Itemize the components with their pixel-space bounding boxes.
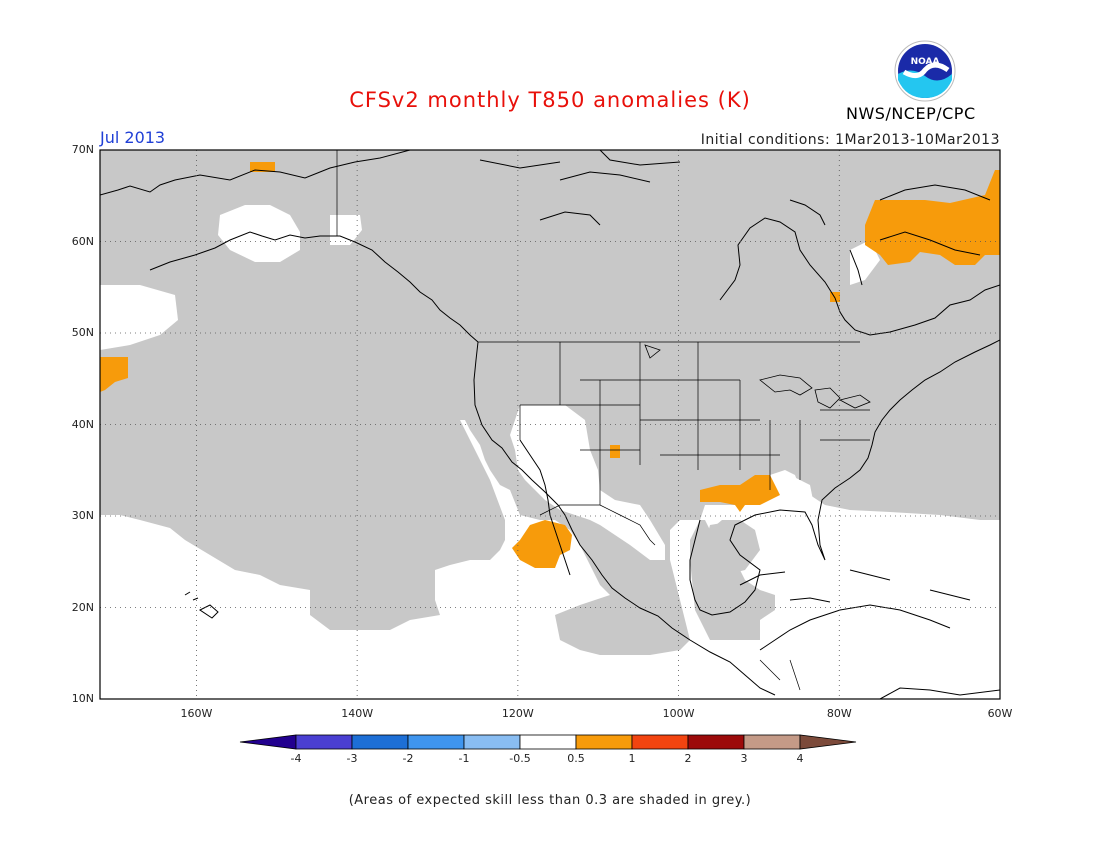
chart-title: CFSv2 monthly T850 anomalies (K) bbox=[349, 88, 751, 112]
lon-tick-label: 100W bbox=[662, 707, 695, 720]
colorbar-low-arrow bbox=[239, 734, 297, 750]
colorbar-tick-label: 3 bbox=[740, 752, 748, 765]
white-skill-regions bbox=[100, 205, 880, 560]
colorbar-box bbox=[743, 734, 801, 750]
anomaly-alaska-interior bbox=[250, 162, 275, 172]
white-pacific-west bbox=[100, 285, 178, 350]
lon-tick-label: 120W bbox=[501, 707, 534, 720]
grey-caribbean bbox=[780, 560, 1000, 699]
positive-anomaly-regions bbox=[100, 162, 1000, 568]
anomaly-mississippi bbox=[700, 475, 780, 512]
colorbar-tick-label: -3 bbox=[346, 752, 358, 765]
anomaly-4corners bbox=[610, 445, 620, 458]
low-skill-grey-regions bbox=[100, 150, 1000, 699]
colorbar-box bbox=[407, 734, 465, 750]
lat-tick-label: 70N bbox=[71, 143, 94, 156]
political-boundaries bbox=[336, 150, 870, 691]
plot-frame bbox=[99, 149, 1001, 700]
lat-tick-label: 20N bbox=[71, 600, 94, 614]
anomaly-baja bbox=[512, 520, 572, 568]
initial-conditions: Initial conditions: 1Mar2013-10Mar2013 bbox=[700, 132, 1000, 148]
anomaly-baffin bbox=[865, 170, 1000, 265]
lat-tick-label: 30N bbox=[71, 509, 94, 522]
lat-tick-label: 40N bbox=[71, 417, 94, 431]
colorbar-box bbox=[351, 734, 409, 750]
grey-north-pacific-canada bbox=[100, 150, 1000, 655]
colorbar-tick-label: -1 bbox=[458, 752, 470, 765]
lat-tick-label: 60N bbox=[71, 234, 94, 248]
coastlines bbox=[100, 150, 1000, 699]
noaa-logo-text: NOAA bbox=[911, 57, 940, 67]
colorbar-tick-label: 0.5 bbox=[567, 752, 585, 765]
colorbar-box bbox=[519, 734, 577, 750]
lon-tick-label: 60W bbox=[987, 707, 1013, 720]
white-sw-us bbox=[510, 405, 665, 560]
grey-interior-us bbox=[580, 420, 705, 500]
anomaly-hudson bbox=[830, 292, 840, 302]
colorbar-box bbox=[631, 734, 689, 750]
lon-tick-label: 80W bbox=[826, 707, 852, 720]
colorbar-box bbox=[687, 734, 745, 750]
grey-gulf bbox=[705, 520, 760, 575]
colorbar-tick-label: -2 bbox=[402, 752, 414, 765]
noaa-logo-icon: NOAA bbox=[894, 40, 956, 102]
colorbar-box bbox=[463, 734, 521, 750]
white-atlantic-north bbox=[850, 240, 880, 285]
lat-tick-label: 10N bbox=[71, 692, 94, 705]
colorbar-tick-label: -0.5 bbox=[509, 752, 531, 765]
footnote: (Areas of expected skill less than 0.3 a… bbox=[348, 793, 752, 808]
colorbar-high-arrow bbox=[799, 734, 857, 750]
colorbar-box bbox=[575, 734, 633, 750]
colorbar-tick-label: 1 bbox=[628, 752, 636, 765]
forecast-month: Jul 2013 bbox=[100, 128, 166, 147]
lon-tick-label: 140W bbox=[341, 707, 374, 720]
lakes bbox=[644, 344, 871, 409]
agency-label: NWS/NCEP/CPC bbox=[846, 104, 976, 123]
colorbar-box bbox=[295, 734, 353, 750]
colorbar-tick-label: 2 bbox=[684, 752, 692, 765]
anomaly-pacific-45n bbox=[100, 357, 128, 392]
graticule bbox=[100, 150, 1000, 699]
colorbar-tick-label: 4 bbox=[796, 752, 804, 765]
lon-tick-label: 160W bbox=[180, 707, 213, 720]
colorbar-tick-label: -4 bbox=[290, 752, 302, 765]
white-se-us bbox=[790, 475, 815, 520]
white-alaska-north bbox=[330, 215, 362, 245]
colorbar bbox=[239, 734, 857, 750]
white-alaska bbox=[218, 205, 300, 262]
lat-tick-label: 50N bbox=[71, 326, 94, 339]
